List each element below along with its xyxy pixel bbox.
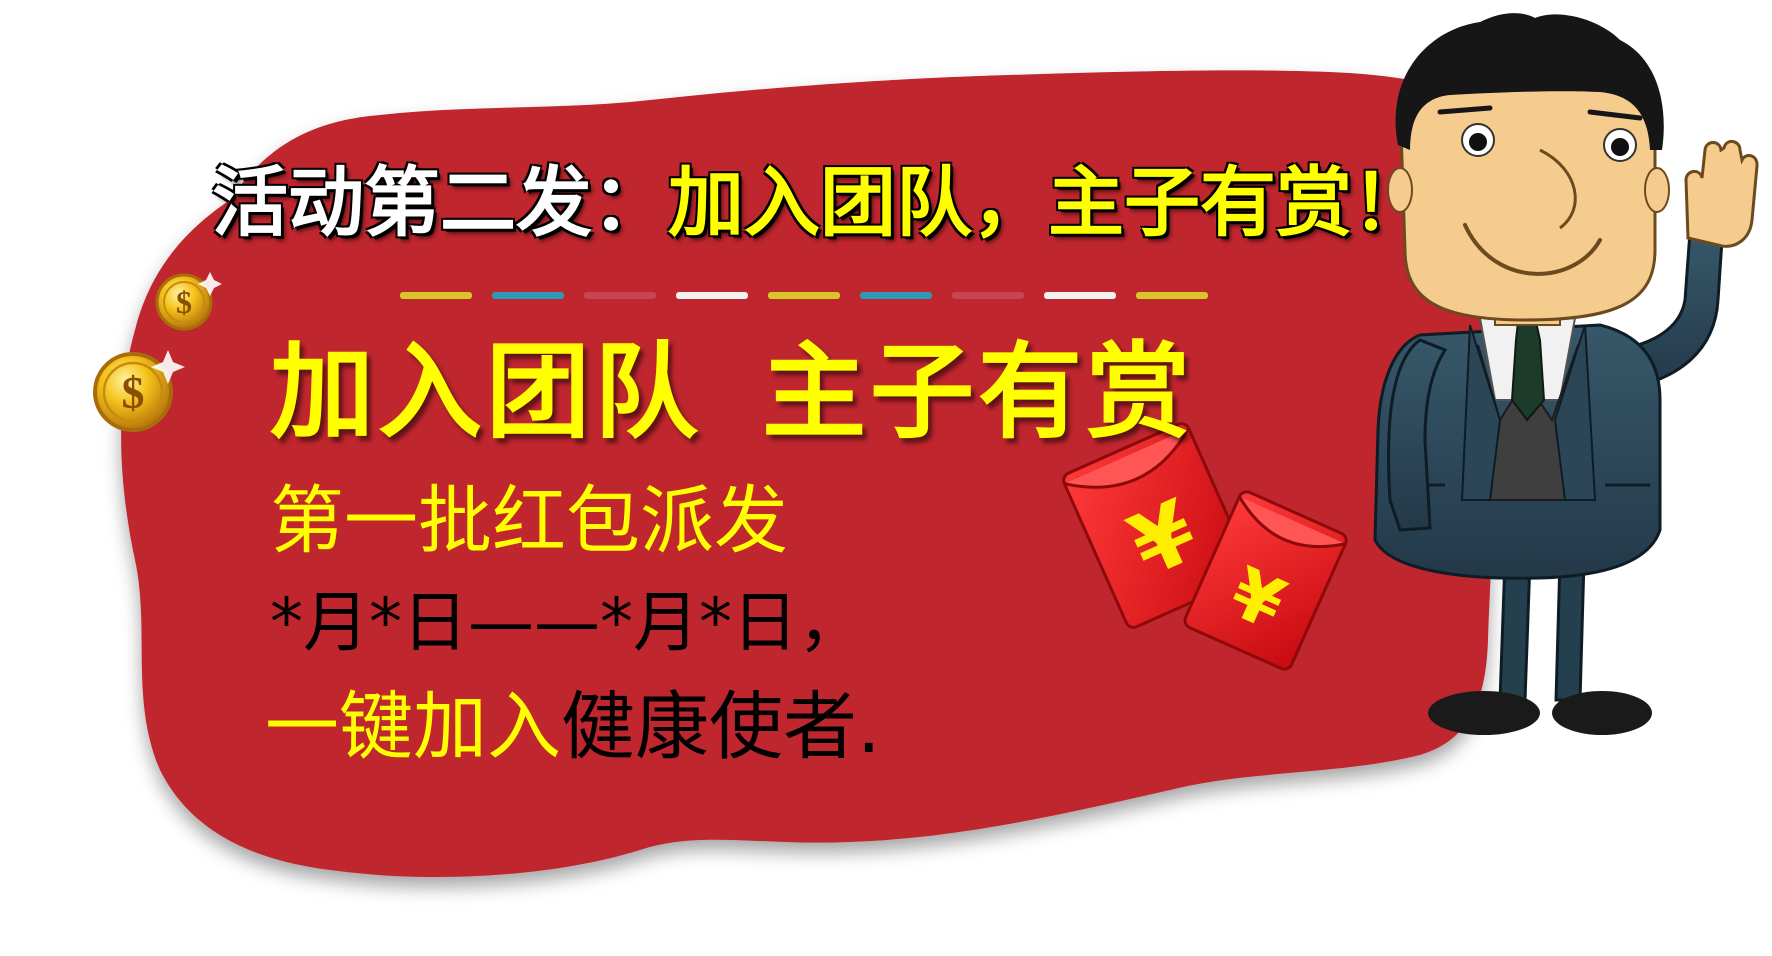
- man-nose: [1539, 148, 1577, 230]
- man-right-ear: [1644, 167, 1670, 213]
- date-line: *月*日——*月*日，: [270, 584, 864, 661]
- man-left-ear: [1387, 167, 1413, 213]
- svg-text:$: $: [176, 284, 192, 320]
- decorative-dash: [1044, 292, 1116, 299]
- red-blob-background: [121, 70, 1511, 878]
- main-title-left: 加入团队: [270, 331, 703, 453]
- decorative-dash: [584, 292, 656, 299]
- decorative-dash-row: [400, 292, 1208, 299]
- join-line-highlight: 一键加入: [265, 684, 561, 770]
- man-smile: [1463, 223, 1602, 276]
- main-title: 加入团队 主子有赏: [270, 340, 1194, 444]
- decorative-dash: [492, 292, 564, 299]
- cartoon-businessman-illustration: [1373, 13, 1759, 735]
- decorative-dash: [768, 292, 840, 299]
- man-tie: [1510, 321, 1546, 422]
- gold-coin-small-icon: $: [155, 272, 222, 331]
- decorative-dash: [952, 292, 1024, 299]
- decorative-dash: [676, 292, 748, 299]
- man-waving-hand: [1684, 140, 1759, 248]
- join-line-rest: 健康使者.: [561, 684, 881, 770]
- batch-line: 第一批红包派发: [270, 478, 788, 564]
- man-left-shoe: [1428, 691, 1540, 735]
- headline-prefix: 活动第二发：: [212, 158, 668, 247]
- man-legs: [1498, 558, 1586, 702]
- man-eyebrows: [1437, 105, 1643, 121]
- man-right-shoe: [1552, 691, 1652, 735]
- gold-coin-large-icon: $: [93, 350, 185, 432]
- man-left-arm: [1387, 338, 1448, 532]
- red-envelope-front-icon: ¥: [1183, 490, 1348, 671]
- join-line: 一键加入健康使者.: [265, 690, 881, 764]
- headline-highlight: 加入团队，主子有赏！: [668, 158, 1428, 247]
- decorative-dash: [400, 292, 472, 299]
- svg-text:$: $: [122, 367, 145, 418]
- man-hair: [1395, 13, 1664, 150]
- main-title-right: 主子有赏: [762, 331, 1195, 453]
- man-lapels: [1460, 324, 1597, 501]
- headline: 活动第二发：加入团队，主子有赏！: [212, 165, 1428, 241]
- decorative-dash: [1136, 292, 1208, 299]
- decorative-dash: [860, 292, 932, 299]
